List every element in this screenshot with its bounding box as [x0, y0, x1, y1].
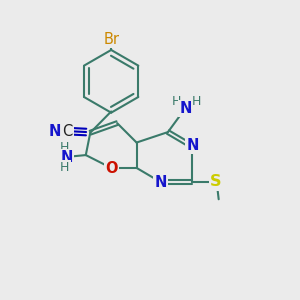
Text: N: N	[187, 138, 199, 153]
Text: H: H	[60, 141, 70, 154]
Text: N: N	[60, 150, 73, 165]
Text: N: N	[154, 175, 167, 190]
Text: Br: Br	[103, 32, 119, 47]
Text: N: N	[180, 101, 192, 116]
Text: H: H	[171, 95, 181, 108]
Text: S: S	[210, 175, 221, 190]
Text: H: H	[60, 161, 70, 174]
Text: H: H	[192, 95, 201, 108]
Text: N: N	[48, 124, 61, 139]
Text: O: O	[105, 161, 117, 176]
Text: C: C	[62, 124, 72, 139]
